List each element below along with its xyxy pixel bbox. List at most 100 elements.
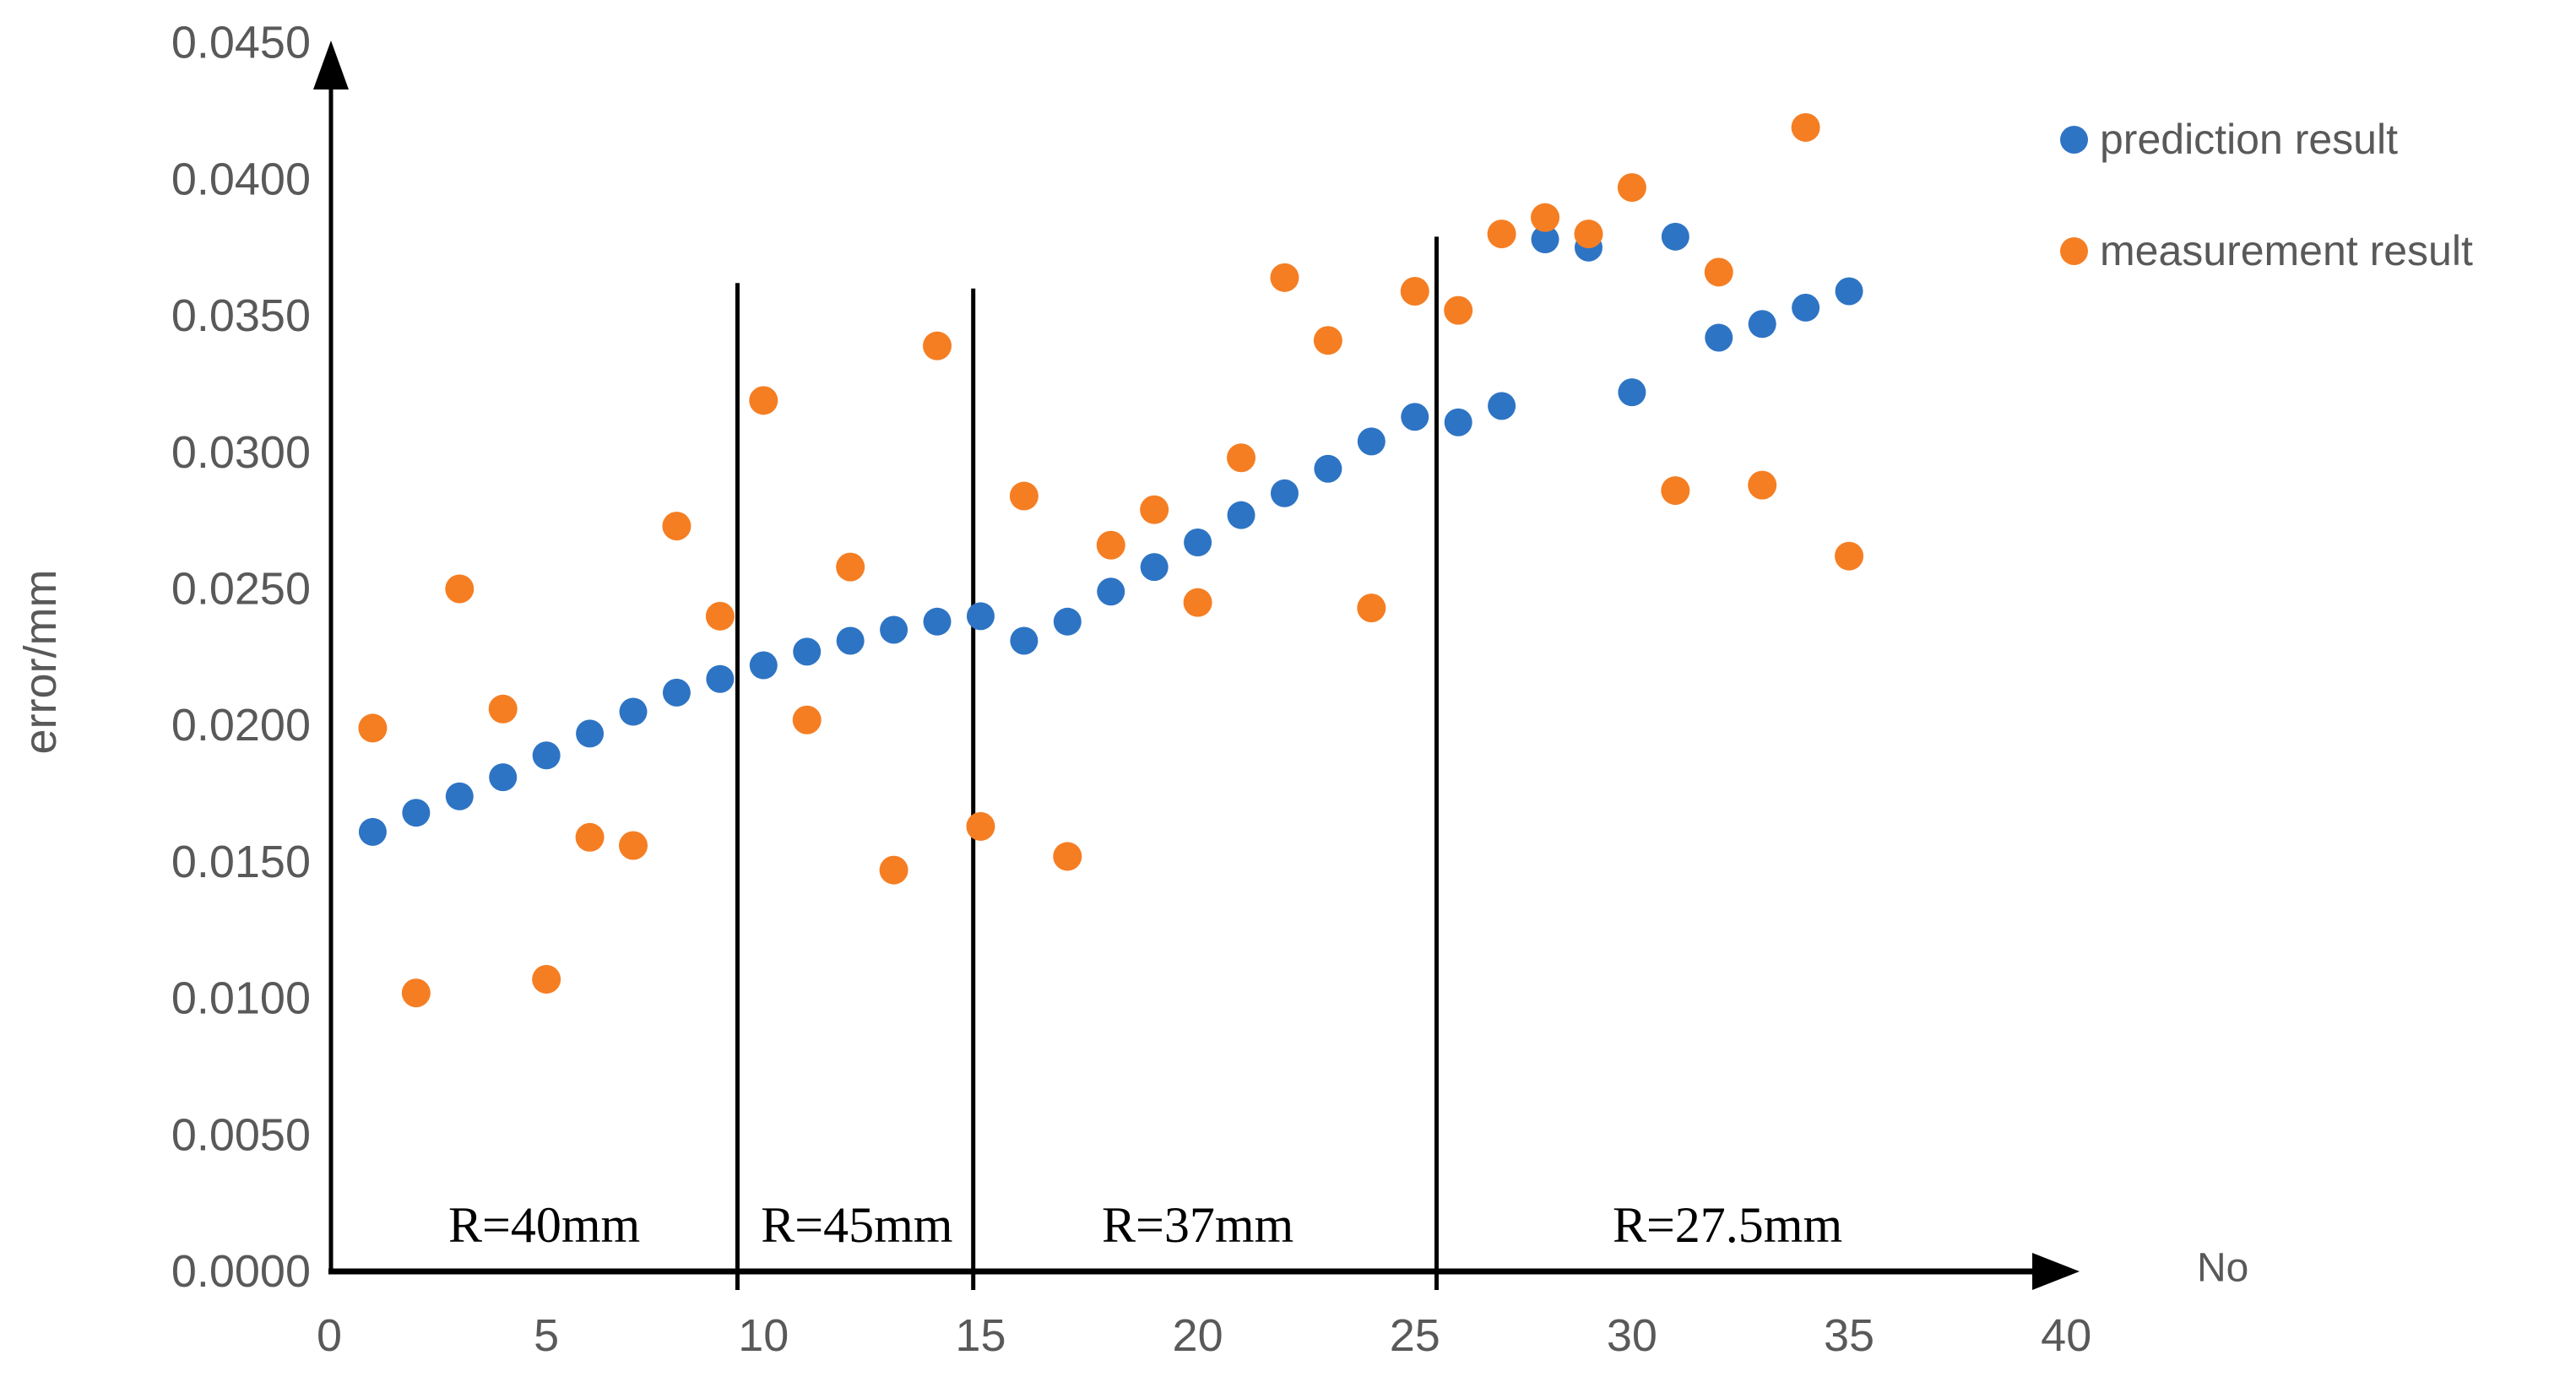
data-point-measurement <box>836 552 865 582</box>
data-point-prediction <box>662 678 691 707</box>
y-tick-label: 0.0350 <box>171 290 311 341</box>
data-point-measurement <box>1444 295 1473 325</box>
data-point-measurement <box>1183 588 1212 617</box>
x-tick-label: 40 <box>2041 1310 2091 1361</box>
legend-item-measurement: measurement result <box>2060 227 2473 274</box>
data-point-prediction <box>1097 577 1125 606</box>
data-point-prediction <box>749 651 778 680</box>
data-point-prediction <box>619 697 648 726</box>
data-point-measurement <box>1531 203 1560 232</box>
data-point-prediction <box>1053 607 1082 636</box>
data-point-measurement <box>1791 112 1820 142</box>
data-point-measurement <box>1140 495 1169 524</box>
data-point-prediction <box>532 741 561 770</box>
data-point-prediction <box>1618 378 1646 407</box>
data-point-measurement <box>1487 220 1516 249</box>
data-point-prediction <box>1140 553 1169 582</box>
data-point-measurement <box>1400 276 1429 306</box>
data-point-measurement <box>966 811 995 841</box>
data-point-prediction <box>966 602 995 631</box>
data-point-measurement <box>1835 541 1864 571</box>
region-label: R=45mm <box>761 1197 952 1253</box>
data-point-prediction <box>1010 626 1039 655</box>
legend-label-prediction: prediction result <box>2100 116 2398 163</box>
data-point-prediction <box>358 817 387 846</box>
data-point-prediction <box>1184 528 1212 557</box>
data-point-measurement <box>749 386 778 415</box>
x-tick-label: 10 <box>738 1310 789 1361</box>
y-tick-label: 0.0300 <box>171 427 311 478</box>
data-point-prediction <box>836 626 865 655</box>
data-point-prediction <box>1444 408 1472 436</box>
data-point-measurement <box>1617 173 1646 203</box>
data-point-prediction <box>1792 293 1820 322</box>
x-tick-label: 0 <box>317 1310 342 1361</box>
data-point-measurement <box>662 512 691 541</box>
data-point-prediction <box>445 782 474 810</box>
data-point-prediction <box>793 637 822 666</box>
data-point-prediction <box>706 664 735 693</box>
data-point-measurement <box>1009 481 1039 511</box>
data-point-measurement <box>445 574 475 604</box>
data-point-measurement <box>1227 443 1256 473</box>
data-point-prediction <box>1488 392 1516 420</box>
y-axis-title: error/mm <box>15 569 66 755</box>
x-tick-label: 15 <box>955 1310 1006 1361</box>
x-tick-label: 35 <box>1824 1310 1874 1361</box>
data-point-measurement <box>705 601 735 631</box>
data-point-prediction <box>1531 225 1559 254</box>
data-point-measurement <box>358 713 388 743</box>
data-point-prediction <box>1748 310 1776 339</box>
data-point-measurement <box>1357 594 1386 623</box>
x-tick-label: 25 <box>1390 1310 1440 1361</box>
y-tick-label: 0.0050 <box>171 1109 311 1160</box>
data-point-prediction <box>1270 479 1299 507</box>
y-tick-label: 0.0450 <box>171 18 311 68</box>
data-point-measurement <box>401 978 431 1008</box>
data-point-measurement <box>1053 842 1082 871</box>
data-point-measurement <box>575 822 605 852</box>
y-axis-arrow-icon <box>313 41 349 89</box>
data-point-measurement <box>923 331 952 360</box>
data-point-measurement <box>1661 476 1690 506</box>
region-label: R=27.5mm <box>1613 1197 1842 1253</box>
legend-item-prediction: prediction result <box>2060 116 2473 163</box>
y-tick-label: 0.0100 <box>171 973 311 1024</box>
data-point-prediction <box>576 719 605 748</box>
data-point-prediction <box>1227 501 1255 529</box>
prediction-marker-icon <box>2060 125 2088 154</box>
data-point-measurement <box>1096 530 1125 560</box>
data-point-prediction <box>1401 403 1429 431</box>
data-point-measurement <box>1704 257 1733 287</box>
data-point-measurement <box>488 694 518 724</box>
legend-label-measurement: measurement result <box>2100 227 2473 274</box>
y-tick-label: 0.0150 <box>171 837 311 887</box>
data-point-prediction <box>923 607 952 636</box>
x-axis-title: No <box>2197 1245 2249 1291</box>
legend: prediction result measurement result <box>2060 116 2473 341</box>
y-tick-label: 0.0200 <box>171 700 311 751</box>
region-label: R=40mm <box>448 1197 640 1253</box>
x-axis-arrow-icon <box>2032 1253 2080 1290</box>
data-point-prediction <box>1314 454 1342 483</box>
y-tick-label: 0.0400 <box>171 154 311 204</box>
data-point-measurement <box>1574 220 1603 249</box>
data-point-prediction <box>880 615 908 644</box>
x-tick-label: 5 <box>534 1310 559 1361</box>
data-point-measurement <box>532 964 561 994</box>
data-point-prediction <box>1357 427 1386 456</box>
x-tick-label: 20 <box>1173 1310 1223 1361</box>
data-point-prediction <box>1835 277 1863 306</box>
data-point-prediction <box>489 763 518 792</box>
measurement-marker-icon <box>2060 236 2088 265</box>
data-point-measurement <box>1270 263 1299 292</box>
data-point-prediction <box>402 799 431 827</box>
data-point-measurement <box>879 855 908 885</box>
data-point-measurement <box>619 831 648 860</box>
data-point-prediction <box>1661 222 1689 251</box>
data-point-measurement <box>1313 326 1342 355</box>
y-tick-label: 0.0000 <box>171 1246 311 1297</box>
y-tick-label: 0.0250 <box>171 564 311 615</box>
